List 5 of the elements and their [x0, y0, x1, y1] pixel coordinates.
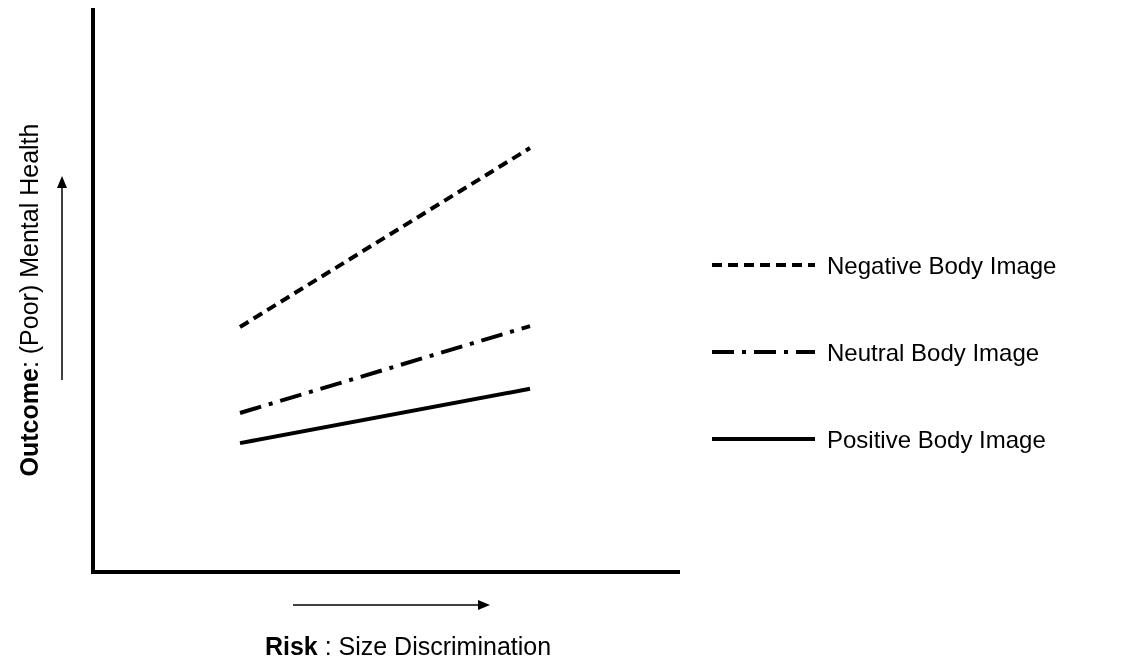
y-axis-title: Outcome: (Poor) Mental Health [15, 123, 43, 477]
x-axis-title: Risk : Size Discrimination [264, 632, 552, 660]
legend-label: Positive Body Image [827, 426, 1046, 453]
legend-label: Negative Body Image [827, 252, 1057, 279]
legend-label: Neutral Body Image [827, 339, 1040, 366]
